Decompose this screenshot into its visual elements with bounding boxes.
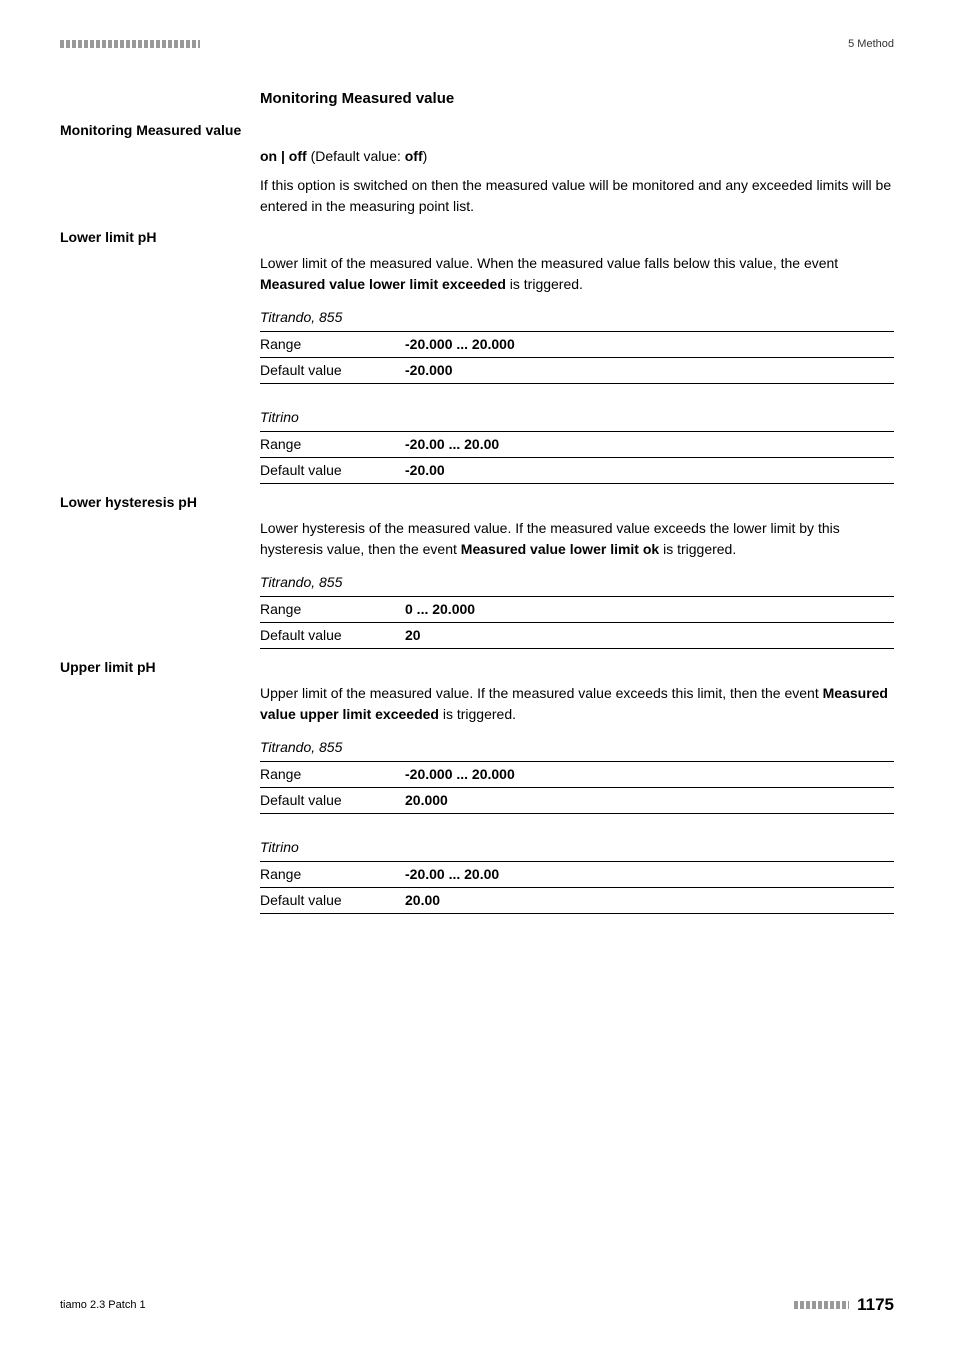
upper-limit-titrino-label: Titrino <box>260 837 894 862</box>
on-off-default-label: (Default value: <box>307 148 405 164</box>
table-row: Default value 20 <box>260 623 894 649</box>
table-row: Default value -20.00 <box>260 458 894 484</box>
default-value: 20.00 <box>405 890 440 911</box>
range-value: 0 ... 20.000 <box>405 599 475 620</box>
field-label-upper-limit-ph: Upper limit pH <box>60 659 894 675</box>
upper-limit-titrando-label: Titrando, 855 <box>260 737 894 762</box>
footer-decoration <box>794 1301 849 1309</box>
header-decoration-left <box>60 40 200 48</box>
lower-limit-titrino-label: Titrino <box>260 407 894 432</box>
field-label-lower-limit-ph: Lower limit pH <box>60 229 894 245</box>
default-label: Default value <box>260 625 405 646</box>
table-row: Default value -20.000 <box>260 358 894 384</box>
header-section-label: 5 Method <box>848 38 894 50</box>
upper-limit-ph-description: Upper limit of the measured value. If th… <box>260 683 894 725</box>
field-label-monitoring: Monitoring Measured value <box>60 122 894 138</box>
default-label: Default value <box>260 460 405 481</box>
on-off-prefix: on | off <box>260 148 307 164</box>
lower-limit-desc-post: is triggered. <box>506 276 583 292</box>
table-row: Range -20.00 ... 20.00 <box>260 432 894 458</box>
range-value: -20.000 ... 20.000 <box>405 334 515 355</box>
lower-limit-desc-bold: Measured value lower limit exceeded <box>260 276 506 292</box>
lower-hyst-titrando-label: Titrando, 855 <box>260 572 894 597</box>
range-label: Range <box>260 599 405 620</box>
lower-hysteresis-ph-description: Lower hysteresis of the measured value. … <box>260 518 894 560</box>
monitoring-default-text: on | off (Default value: off) <box>260 146 894 167</box>
table-row: Range -20.000 ... 20.000 <box>260 762 894 788</box>
lower-limit-desc-pre: Lower limit of the measured value. When … <box>260 255 838 271</box>
table-row: Range 0 ... 20.000 <box>260 597 894 623</box>
upper-limit-desc-pre: Upper limit of the measured value. If th… <box>260 685 823 701</box>
lower-hyst-desc-bold: Measured value lower limit ok <box>461 541 659 557</box>
table-row: Range -20.000 ... 20.000 <box>260 332 894 358</box>
footer-page-number: 1175 <box>857 1295 894 1315</box>
lower-hyst-desc-post: is triggered. <box>659 541 736 557</box>
table-row: Default value 20.000 <box>260 788 894 814</box>
range-value: -20.000 ... 20.000 <box>405 764 515 785</box>
range-value: -20.00 ... 20.00 <box>405 434 499 455</box>
default-value: -20.00 <box>405 460 445 481</box>
default-value: -20.000 <box>405 360 452 381</box>
range-label: Range <box>260 434 405 455</box>
footer-left: tiamo 2.3 Patch 1 <box>60 1299 146 1311</box>
range-label: Range <box>260 334 405 355</box>
lower-limit-ph-description: Lower limit of the measured value. When … <box>260 253 894 295</box>
upper-limit-desc-post: is triggered. <box>439 706 516 722</box>
default-label: Default value <box>260 790 405 811</box>
table-row: Default value 20.00 <box>260 888 894 914</box>
lower-limit-titrando-label: Titrando, 855 <box>260 307 894 332</box>
default-label: Default value <box>260 360 405 381</box>
range-label: Range <box>260 764 405 785</box>
table-row: Range -20.00 ... 20.00 <box>260 862 894 888</box>
range-label: Range <box>260 864 405 885</box>
on-off-default-value: off <box>405 148 423 164</box>
default-value: 20.000 <box>405 790 448 811</box>
default-label: Default value <box>260 890 405 911</box>
monitoring-description: If this option is switched on then the m… <box>260 175 894 217</box>
section-title: Monitoring Measured value <box>260 90 894 107</box>
default-value: 20 <box>405 625 421 646</box>
field-label-lower-hysteresis-ph: Lower hysteresis pH <box>60 494 894 510</box>
on-off-default-suffix: ) <box>423 148 428 164</box>
range-value: -20.00 ... 20.00 <box>405 864 499 885</box>
